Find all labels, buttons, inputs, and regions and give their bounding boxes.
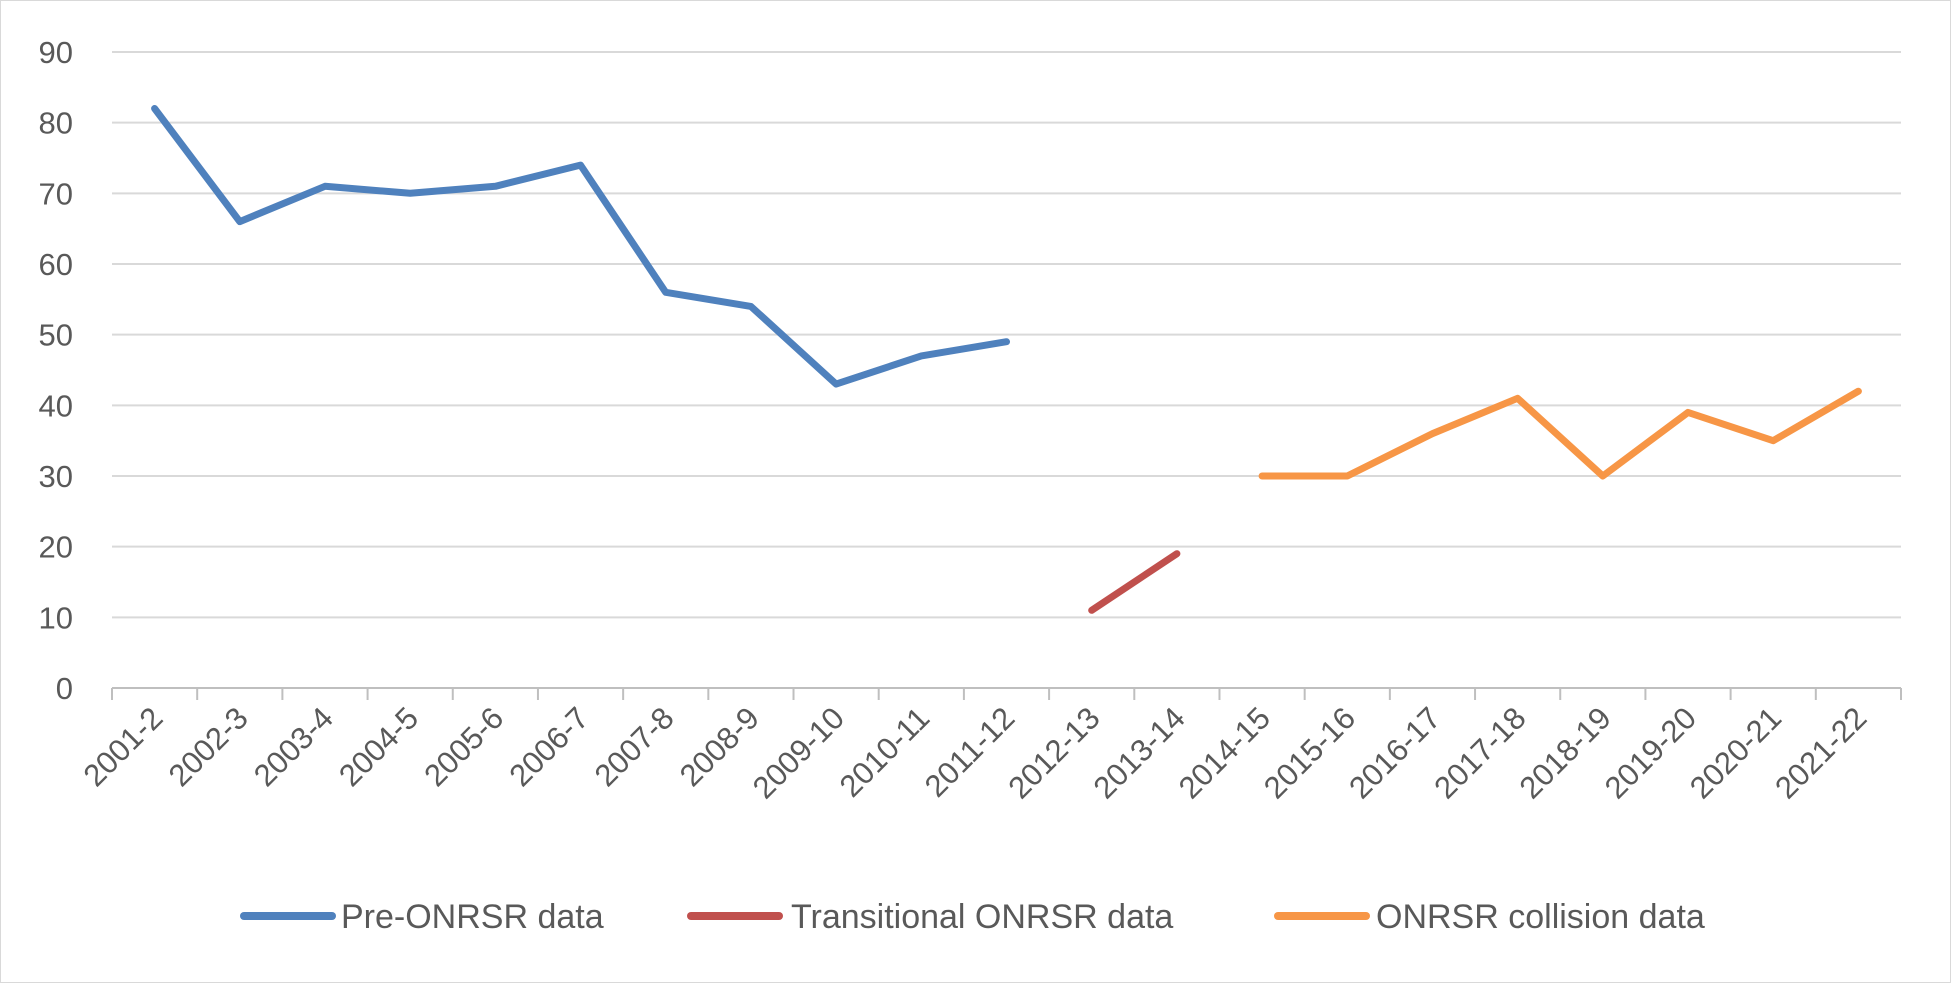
data-series [151,105,1862,614]
x-tick-label: 2014-15 [1172,700,1277,805]
x-tick-label: 2006-7 [502,700,595,793]
x-tick-label: 2015-16 [1257,700,1362,805]
y-tick-label: 10 [39,600,73,635]
y-tick-label: 60 [39,247,73,282]
series-line-2 [1088,550,1181,614]
x-tick-label: 2003-4 [247,700,340,793]
series-line-3 [1258,387,1862,480]
y-tick-label: 20 [39,530,73,565]
x-tick-label: 2020-21 [1683,700,1788,805]
x-axis [111,687,1902,700]
x-tick-label: 2012-13 [1001,700,1106,805]
legend-label-1: Pre-ONRSR data [341,898,604,936]
x-tick-label: 2021-22 [1768,700,1873,805]
y-tick-label: 40 [39,388,73,423]
x-tick-label: 2010-11 [833,700,937,804]
y-axis-tick-labels: 0 10 20 30 40 50 60 70 80 90 [39,35,73,706]
x-tick-label: 2004-5 [332,700,425,793]
legend: Pre-ONRSR data Transitional ONRSR data ONR… [240,898,1705,936]
y-tick-label: 70 [39,176,73,211]
x-tick-label: 2005-6 [417,700,510,793]
x-tick-label: 2011-12 [918,700,1022,804]
x-tick-label: 2001-2 [77,700,170,793]
y-tick-label: 30 [39,459,73,494]
x-tick-label: 2019-20 [1598,700,1703,805]
x-tick-label: 2002-3 [162,700,255,793]
y-tick-label: 0 [56,671,73,706]
x-tick-label: 2013-14 [1087,700,1192,805]
x-axis-tick-labels: 2001-22002-32003-42004-52005-62006-72007… [77,700,1874,805]
x-tick-label: 2016-17 [1342,700,1447,805]
x-tick-label: 2009-10 [746,700,851,805]
gridlines [112,51,1901,619]
x-tick-label: 2007-8 [588,700,681,793]
legend-label-3: ONRSR collision data [1376,898,1705,936]
y-tick-label: 90 [39,35,73,70]
x-tick-label: 2017-18 [1427,700,1532,805]
x-tick-label: 2018-19 [1513,700,1618,805]
y-tick-label: 50 [39,318,73,353]
series-line-1 [151,105,1010,388]
y-tick-label: 80 [39,106,73,141]
legend-label-2: Transitional ONRSR data [791,898,1173,936]
